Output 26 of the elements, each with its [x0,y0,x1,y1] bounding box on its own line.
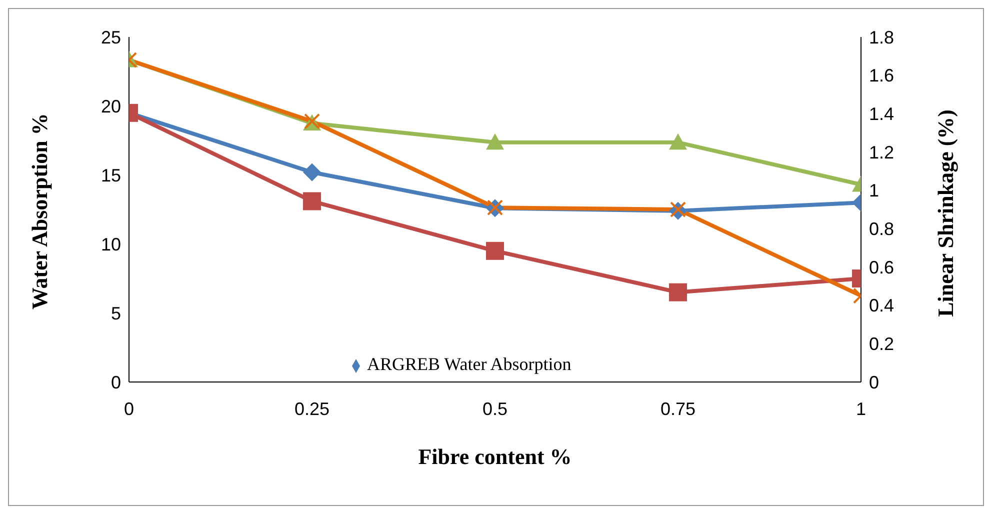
y2-tick-label: 0.8 [869,219,894,240]
y2-tick-label: 0.4 [869,296,894,316]
y2-tick-label: 0.6 [869,257,894,278]
x-tick-label: 0.5 [482,398,508,419]
y2-tick-label: 1.8 [869,27,894,48]
y2-tick-label: 1.6 [869,66,894,86]
y2-tick-label: 1 [869,180,880,201]
legend-label: ARGREB Water Absorption [367,354,572,374]
y-tick-label: 25 [100,27,121,48]
y2-tick-label: 1.2 [869,142,894,162]
x-tick-label: 0.75 [660,398,696,419]
y-tick-label: 10 [100,234,121,254]
y-tick-label: 20 [100,96,121,116]
y2-tick-label: 0.2 [869,334,894,354]
y-tick-label: 0 [110,372,121,392]
y2-tick-label: 1.4 [869,104,894,124]
y-tick-label: 15 [100,165,121,186]
x-axis-title: Fibre content % [418,444,572,469]
point [486,133,504,150]
x-tick-label: 0 [124,398,134,419]
y2-tick-label: 0 [869,372,880,392]
x-tick-label: 1 [856,398,866,419]
x-tick-label: 0.25 [294,398,330,419]
y-axis-title: Water Absorption % [26,113,52,310]
y2-axis-title: Linear Shrinkage (%) [932,110,958,317]
y-tick-label: 5 [110,303,121,324]
